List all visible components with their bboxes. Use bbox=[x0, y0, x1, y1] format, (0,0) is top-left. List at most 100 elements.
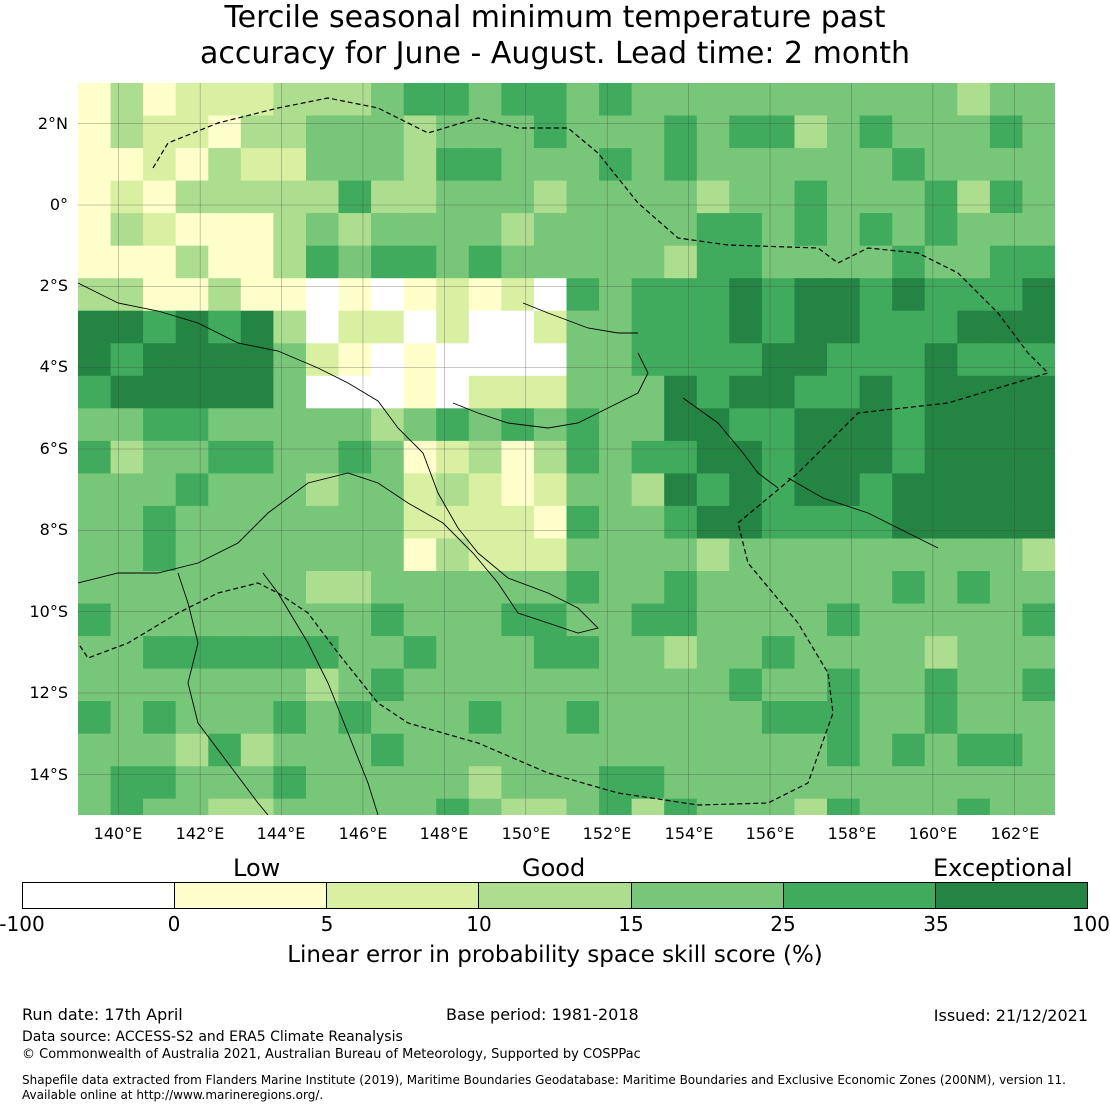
grid-cell bbox=[338, 115, 372, 149]
grid-cell bbox=[729, 538, 763, 572]
grid-cell bbox=[501, 213, 535, 247]
grid-cell bbox=[761, 310, 796, 344]
colorbar-tick: 100 bbox=[1071, 912, 1110, 936]
grid-cell bbox=[208, 408, 242, 442]
grid-cell bbox=[761, 213, 796, 247]
colorbar-tick: 5 bbox=[320, 912, 334, 936]
grid-cell bbox=[696, 668, 730, 702]
grid-cell bbox=[989, 571, 1024, 605]
grid-cell bbox=[631, 115, 665, 149]
grid-cell bbox=[761, 505, 796, 539]
grid-cell bbox=[794, 440, 828, 474]
grid-cell bbox=[859, 473, 893, 507]
grid-cell bbox=[78, 310, 112, 344]
grid-cell bbox=[273, 278, 307, 312]
grid-cell bbox=[631, 408, 665, 442]
grid-cell bbox=[78, 636, 112, 670]
grid-cell bbox=[533, 213, 568, 247]
grid-cell bbox=[240, 245, 274, 279]
grid-cell bbox=[827, 636, 861, 670]
grid-cell bbox=[240, 571, 274, 605]
grid-cell bbox=[859, 538, 893, 572]
grid-cell bbox=[794, 473, 828, 507]
grid-cell bbox=[110, 538, 144, 572]
grid-cell bbox=[533, 115, 568, 149]
grid-cell bbox=[436, 278, 470, 312]
grid-cell bbox=[175, 148, 209, 182]
grid-cell bbox=[273, 408, 307, 442]
grid-cell bbox=[827, 278, 861, 312]
grid-cell bbox=[501, 343, 535, 377]
grid-cell bbox=[533, 668, 568, 702]
grid-cell bbox=[501, 766, 535, 800]
coastline bbox=[177, 572, 269, 815]
grid-cell bbox=[110, 733, 144, 767]
grid-cell bbox=[631, 603, 665, 637]
grid-cell bbox=[175, 766, 209, 800]
grid-cell bbox=[78, 245, 112, 279]
grid-cell bbox=[78, 375, 112, 409]
grid-cell bbox=[761, 636, 796, 670]
grid-cell bbox=[501, 473, 535, 507]
grid-cell bbox=[338, 245, 372, 279]
grid-cell bbox=[859, 148, 893, 182]
grid-cell bbox=[240, 343, 274, 377]
grid-cell bbox=[273, 115, 307, 149]
colorbar-tick: 10 bbox=[466, 912, 492, 936]
grid-cell bbox=[273, 636, 307, 670]
grid-cell bbox=[696, 733, 730, 767]
grid-cell bbox=[533, 798, 568, 815]
grid-cell bbox=[403, 766, 437, 800]
grid-cell bbox=[78, 701, 112, 735]
grid-cell bbox=[175, 668, 209, 702]
grid-cell bbox=[306, 538, 340, 572]
grid-cell bbox=[403, 180, 437, 214]
grid-cell bbox=[1022, 798, 1055, 815]
grid-cell bbox=[208, 115, 242, 149]
grid-cell bbox=[501, 310, 535, 344]
lat-label-12s: 12°S bbox=[29, 683, 68, 702]
chart-title-line1: Tercile seasonal minimum temperature pas… bbox=[224, 0, 886, 35]
grid-cell bbox=[631, 636, 665, 670]
grid-cell bbox=[794, 83, 828, 117]
grid-cell bbox=[436, 798, 470, 815]
grid-cell bbox=[143, 180, 177, 214]
grid-cell bbox=[1022, 766, 1055, 800]
grid-cell bbox=[664, 473, 698, 507]
grid-cell bbox=[664, 571, 698, 605]
grid-cell bbox=[761, 571, 796, 605]
grid-cell bbox=[761, 798, 796, 815]
grid-cell bbox=[827, 538, 861, 572]
grid-cell bbox=[957, 83, 991, 117]
grid-cell bbox=[989, 798, 1024, 815]
grid-cell bbox=[599, 375, 633, 409]
grid-cell bbox=[436, 603, 470, 637]
grid-cell bbox=[957, 245, 991, 279]
grid-cell bbox=[143, 213, 177, 247]
grid-cell bbox=[78, 766, 112, 800]
grid-cell bbox=[599, 180, 633, 214]
grid-cell bbox=[110, 148, 144, 182]
grid-cell bbox=[110, 505, 144, 539]
colorbar-tick: 0 bbox=[167, 912, 181, 936]
grid-cell bbox=[533, 440, 568, 474]
grid-cell bbox=[1022, 701, 1055, 735]
grid-cell bbox=[1022, 180, 1055, 214]
grid-cell bbox=[468, 538, 502, 572]
grid-cell bbox=[957, 571, 991, 605]
grid-cell bbox=[468, 213, 502, 247]
grid-cell bbox=[110, 310, 144, 344]
grid-cell bbox=[599, 440, 633, 474]
grid-cell bbox=[273, 375, 307, 409]
grid-cell bbox=[957, 343, 991, 377]
grid-cell bbox=[371, 636, 405, 670]
grid-cell bbox=[175, 408, 209, 442]
grid-cell bbox=[143, 798, 177, 815]
grid-cell bbox=[338, 148, 372, 182]
grid-cell bbox=[403, 148, 437, 182]
grid-cell bbox=[794, 733, 828, 767]
grid-cell bbox=[110, 603, 144, 637]
grid-cell bbox=[501, 798, 535, 815]
grid-cell bbox=[957, 473, 991, 507]
grid-cell bbox=[273, 440, 307, 474]
